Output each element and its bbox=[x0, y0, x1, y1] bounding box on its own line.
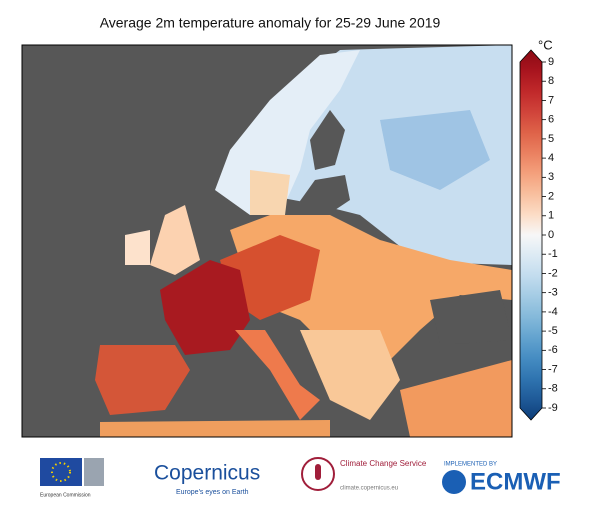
colorbar-tick-label: -5 bbox=[548, 325, 558, 337]
colorbar-tick-label: 9 bbox=[548, 56, 554, 68]
gulf-of-bothnia bbox=[310, 110, 345, 170]
colorbar-tick-label: 7 bbox=[548, 94, 554, 106]
land-ireland bbox=[125, 230, 150, 265]
land-balkans bbox=[300, 330, 400, 420]
c3s-thermometer bbox=[315, 464, 321, 480]
colorbar-tick-label: -3 bbox=[548, 287, 558, 299]
map-frame bbox=[21, 44, 513, 438]
ecmwf-icon bbox=[442, 470, 466, 494]
colorbar-tick-label: -7 bbox=[548, 363, 558, 375]
colorbar-tick-label: 4 bbox=[548, 152, 554, 164]
colorbar: °C 9 8 7 6 5 4 3 2 1 0 -1 -2 -3 -4 -5 -6 -7 -8 -9 bbox=[519, 37, 558, 421]
copernicus-tagline: Europe's eyes on Earth bbox=[176, 489, 249, 496]
land-russia bbox=[380, 110, 490, 190]
land-south-sweden bbox=[250, 170, 290, 215]
land-north-africa bbox=[100, 420, 330, 437]
colorbar-tick-label: 0 bbox=[548, 229, 554, 241]
land-italy bbox=[235, 330, 320, 420]
land-iberia bbox=[95, 345, 190, 415]
colorbar-tick-label: 3 bbox=[548, 171, 554, 183]
ecmwf-logo: ECMWF bbox=[470, 468, 561, 495]
colorbar-tick-label: -9 bbox=[548, 402, 558, 414]
land-france bbox=[160, 260, 250, 355]
title: Average 2m temperature anomaly for 25-29… bbox=[100, 15, 441, 31]
footer-logos: European Commission Copernicus Europe's … bbox=[40, 457, 561, 498]
colorbar-tick-label: 6 bbox=[548, 114, 554, 126]
colorbar-tick-label: -6 bbox=[548, 344, 558, 356]
eu-stars bbox=[51, 462, 71, 482]
c3s-label: Climate Change Service bbox=[340, 459, 427, 468]
colorbar-tick-label: -2 bbox=[548, 267, 558, 279]
colorbar-tick-label: 5 bbox=[548, 133, 554, 145]
colorbar-unit: °C bbox=[538, 37, 553, 52]
c3s-icon bbox=[301, 457, 335, 491]
map bbox=[21, 44, 513, 438]
land-turkey bbox=[400, 360, 512, 437]
baltic-sea bbox=[290, 175, 350, 220]
eu-building bbox=[84, 458, 104, 486]
colorbar-tick-label: 1 bbox=[548, 210, 554, 222]
ecmwf-note: IMPLEMENTED BY bbox=[444, 462, 497, 468]
colorbar-tick-label: -1 bbox=[548, 248, 558, 260]
colorbar-tick-label: -8 bbox=[548, 383, 558, 395]
land-britain bbox=[150, 205, 200, 275]
c3s-url: climate.copernicus.eu bbox=[340, 486, 398, 492]
colorbar-tick-label: 2 bbox=[548, 190, 554, 202]
colorbar-tick-label: 8 bbox=[548, 75, 554, 87]
copernicus-logo: Copernicus bbox=[154, 462, 260, 485]
eu-label: European Commission bbox=[40, 492, 91, 498]
colorbar-bar bbox=[519, 49, 543, 421]
colorbar-tick-label: -4 bbox=[548, 306, 558, 318]
black-sea bbox=[430, 290, 512, 345]
